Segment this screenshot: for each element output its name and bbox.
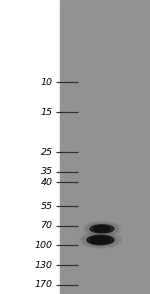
Text: 100: 100 — [34, 241, 52, 250]
Text: 10: 10 — [40, 78, 52, 87]
Text: 25: 25 — [40, 148, 52, 157]
Ellipse shape — [87, 235, 114, 245]
Ellipse shape — [94, 226, 110, 232]
Text: 40: 40 — [40, 178, 52, 187]
Text: 130: 130 — [34, 261, 52, 270]
Ellipse shape — [90, 225, 114, 233]
Text: 55: 55 — [40, 202, 52, 211]
Text: 170: 170 — [34, 280, 52, 289]
Text: 35: 35 — [40, 168, 52, 176]
Ellipse shape — [80, 232, 122, 248]
Text: 70: 70 — [40, 221, 52, 230]
Ellipse shape — [83, 222, 121, 236]
Ellipse shape — [86, 223, 118, 235]
Text: 15: 15 — [40, 108, 52, 117]
Bar — [60, 0, 150, 294]
Ellipse shape — [91, 237, 110, 243]
Ellipse shape — [82, 233, 118, 247]
